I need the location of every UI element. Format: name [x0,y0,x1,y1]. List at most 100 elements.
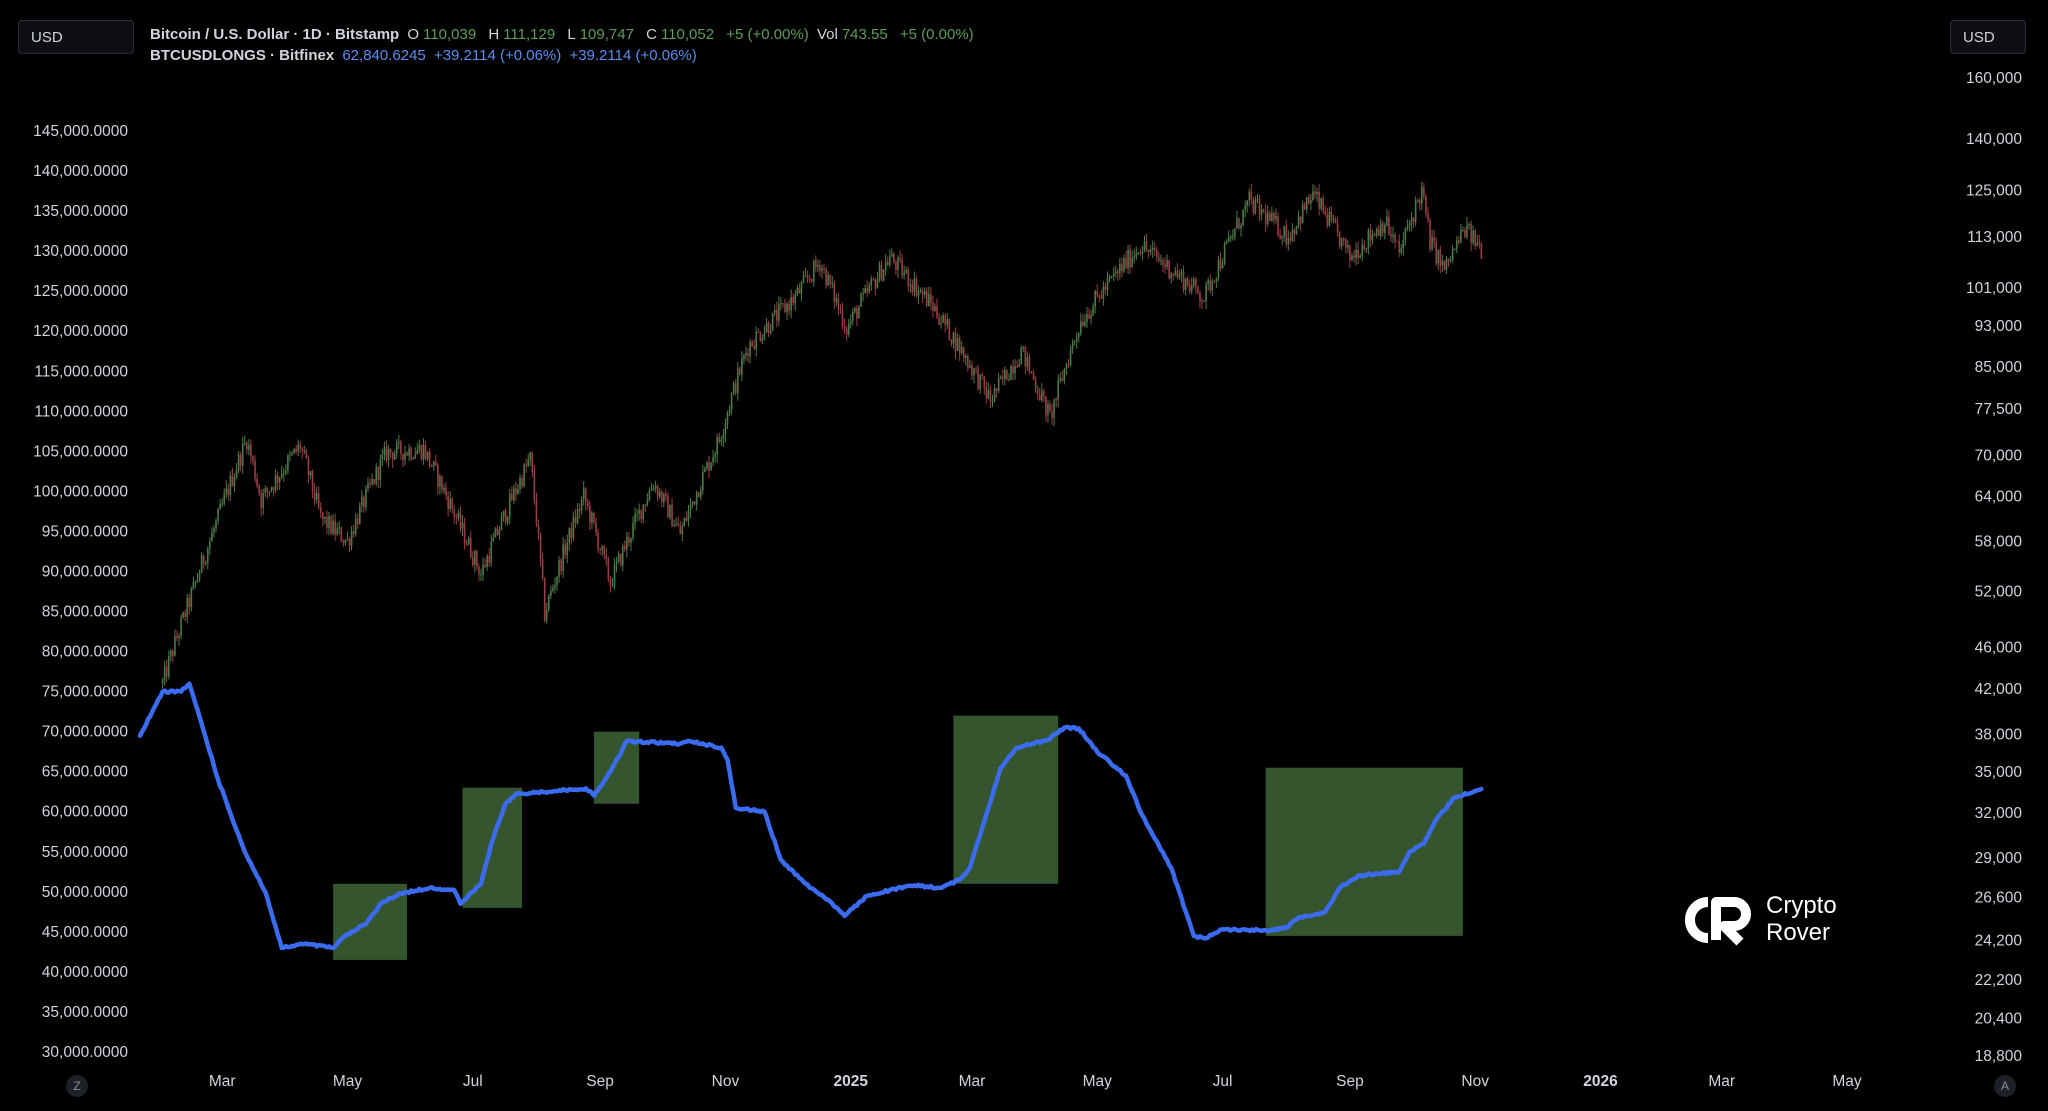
candle-up [1106,278,1109,291]
candle-down [1398,241,1401,253]
candle-up [568,527,571,543]
candle-up [969,365,971,368]
candle-down [1030,371,1033,373]
time-axis-label: Jul [1213,1073,1233,1090]
candle-up [393,453,396,460]
candle-up [626,537,628,550]
time-axis: Mar May Jul Sep Nov 2025 Mar May Jul Sep Nov 2026 Ma… [209,1073,1862,1090]
candle-up [1174,270,1177,275]
candle-down [266,487,269,492]
candle-up [1275,216,1277,220]
candle-up [919,290,922,292]
candle-up [790,296,792,311]
candle-up [461,522,464,529]
candle-up [876,279,879,289]
candle-up [1386,216,1388,226]
currency-selector-right[interactable]: USD [1950,20,2026,54]
longs-series-legend[interactable]: BTCUSDLONGS · Bitfinex 62,840.6245 +39.2… [150,47,701,64]
candle-up [1476,242,1479,247]
candle-up [704,468,706,472]
right-axis-tick: 32,000 [1975,805,2023,822]
candle-up [878,264,881,280]
candle-up [552,587,554,591]
auto-scale-button[interactable]: A [1994,1075,2016,1097]
timezone-button[interactable]: Z [66,1075,88,1097]
candle-down [165,666,168,677]
candle-up [527,460,530,467]
candle-up [1404,228,1407,240]
left-axis-tick: 120,000.0000 [33,323,128,340]
candle-up [882,269,885,281]
candle-down [1182,271,1185,290]
candle-down [665,493,667,497]
candle-up [952,332,955,344]
candle-up [1065,364,1068,370]
candle-up [381,454,384,460]
candle-up [209,541,211,549]
candle-up [262,492,265,508]
candle-down [1164,264,1166,268]
candle-down [250,444,252,457]
candle-down [841,310,844,327]
candle-up [905,269,908,273]
candle-down [759,332,762,341]
right-axis-tick: 20,400 [1975,1011,2023,1028]
candle-up [270,487,273,492]
candle-up [1408,224,1411,227]
candle-up [486,555,488,568]
candle-down [899,257,901,260]
candle-up [652,488,655,490]
candle-up [613,564,616,586]
candle-down [985,387,988,399]
longs-line [137,681,1484,951]
candle-up [1297,216,1300,226]
candle-down [389,448,392,453]
candle-up [182,612,184,618]
candle-up [519,477,521,489]
candle-up [736,368,739,394]
candle-up [287,455,289,471]
candle-up [248,444,250,450]
candle-down [757,331,760,333]
left-axis-tick: 30,000.0000 [42,1044,129,1061]
candle-down [644,504,647,506]
candle-up [1221,263,1224,269]
candle-up [724,422,727,435]
candle-down [441,476,443,491]
candle-down [739,368,741,375]
candle-up [233,477,236,486]
candle-up [1451,249,1454,261]
candle-up [1114,271,1117,274]
candle-down [1213,281,1216,283]
candle-down [1439,249,1442,266]
candle-up [749,342,751,356]
candle-up [1047,404,1049,416]
candle-down [1219,259,1222,269]
candle-up [755,331,758,349]
candle-down [184,612,186,617]
candle-up [221,503,223,505]
candle-up [217,509,219,521]
candle-down [402,453,404,461]
candle-up [1271,212,1273,222]
candle-down [478,566,480,576]
candle-up [1135,252,1138,257]
candle-up [1217,259,1220,279]
candle-down [823,267,825,269]
candle-down [839,308,842,311]
candle-up [1059,378,1062,381]
candle-up [418,445,421,450]
longs-change: +39.2114 (+0.06%) [433,47,562,64]
candle-up [358,505,361,525]
left-axis-tick: 125,000.0000 [33,283,128,300]
candle-up [1180,271,1183,274]
right-axis-tick: 38,000 [1975,727,2023,744]
currency-selector-left[interactable]: USD [18,20,134,54]
left-axis-tick: 55,000.0000 [42,844,129,861]
candle-down [593,512,595,523]
candle-down [837,298,840,309]
candle-up [196,578,199,582]
candle-up [991,400,994,403]
